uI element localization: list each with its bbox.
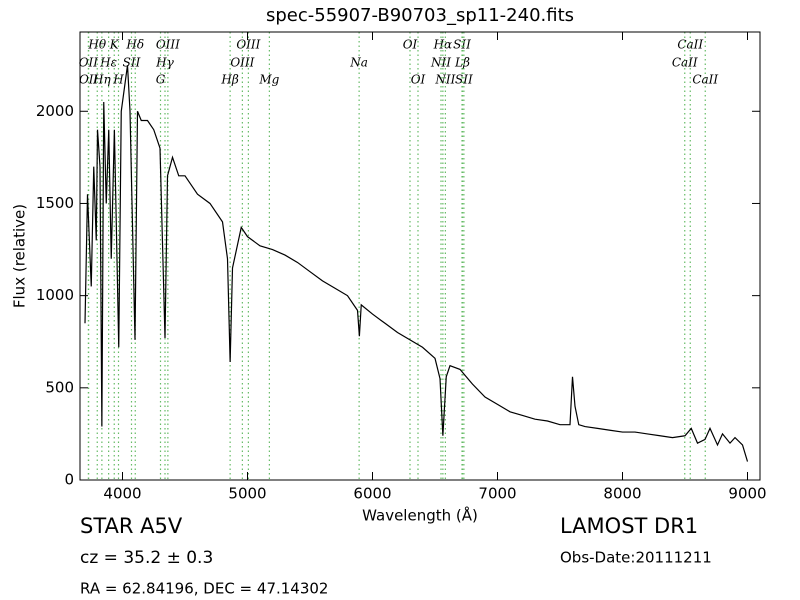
spectral-line-label: Hη	[92, 73, 111, 87]
y-tick-label: 1000	[36, 286, 74, 304]
y-tick-label: 1500	[36, 194, 74, 212]
plot-frame	[79, 31, 761, 481]
spectral-line-label: Hγ	[155, 56, 174, 70]
y-axis-label: Flux (relative)	[11, 204, 29, 308]
spectral-line-label: H	[112, 73, 124, 87]
coordinates: RA = 62.84196, DEC = 47.14302	[80, 580, 328, 598]
x-axis-label: Wavelength (Å)	[362, 506, 478, 525]
y-tick-label: 0	[64, 471, 74, 489]
x-tick-label: 7000	[478, 485, 516, 503]
y-tick-label: 500	[45, 378, 74, 396]
spectral-line-label: SII	[123, 56, 141, 70]
spectral-line-label: NII	[430, 56, 451, 70]
spectral-line-label: SII	[455, 73, 473, 87]
spectral-line-label: OI	[403, 38, 418, 52]
spectral-line-label: K	[109, 38, 120, 52]
obs-date: Obs-Date:20111211	[560, 549, 712, 567]
spectral-line-label: OI	[411, 73, 426, 87]
spectrum-line	[84, 65, 749, 462]
survey: LAMOST DR1	[560, 514, 698, 538]
spectral-line-label: Hα	[433, 38, 453, 52]
spectral-line-label: CaII	[692, 73, 718, 87]
x-tick-label: 8000	[603, 485, 641, 503]
spectral-line-label: Hδ	[125, 38, 144, 52]
x-tick-label: 5000	[228, 485, 266, 503]
spectral-line-label: Hε	[99, 56, 117, 70]
spectral-line-label: Hθ	[87, 38, 106, 52]
x-tick-label: 9000	[728, 485, 766, 503]
object-type: STAR A5V	[80, 514, 183, 538]
spectral-line-label: OII	[79, 56, 99, 70]
spectral-line-label: Mg	[258, 73, 279, 87]
spectral-line-label: OIII	[156, 38, 180, 52]
spectral-line-label: OIII	[230, 56, 254, 70]
spectral-line-label: Lβ	[454, 56, 470, 70]
spectral-line-label: NII	[434, 73, 455, 87]
chart-title: spec-55907-B90703_sp11-240.fits	[266, 5, 574, 26]
spectral-line-label: G	[156, 73, 166, 87]
x-tick-label: 4000	[103, 485, 141, 503]
x-tick-label: 6000	[353, 485, 391, 503]
spectral-line-label: CaII	[677, 38, 703, 52]
spectral-line-label: OIII	[236, 38, 260, 52]
spectral-line-label: OII	[79, 73, 99, 87]
spectral-line-label: Na	[349, 56, 368, 70]
spectral-line-label: SII	[453, 38, 471, 52]
y-tick-label: 2000	[36, 102, 74, 120]
redshift: cz = 35.2 ± 0.3	[80, 548, 213, 568]
spectral-line-label: CaII	[672, 56, 698, 70]
spectral-line-label: Hβ	[220, 73, 238, 87]
